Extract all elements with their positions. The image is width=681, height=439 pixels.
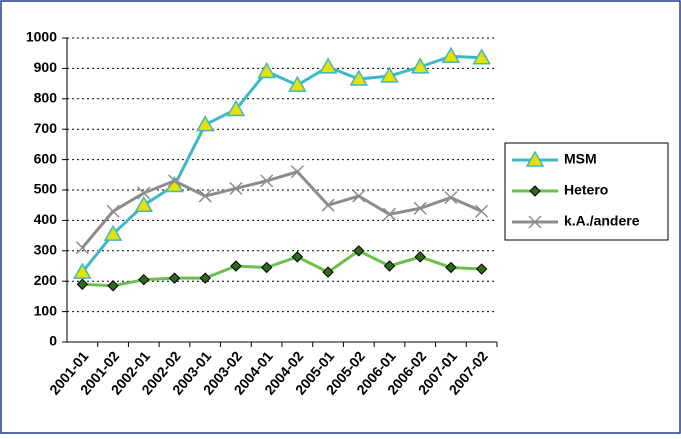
marker [260,174,274,188]
legend-label: Hetero [564,182,608,198]
marker [352,189,366,203]
marker [168,272,181,284]
marker [529,185,541,197]
marker [413,201,427,215]
marker [103,224,123,241]
y-tick-label: 600 [34,150,58,166]
marker [322,266,334,278]
marker [107,280,119,292]
y-tick-label: 500 [34,181,58,197]
marker [382,207,397,221]
marker [195,115,215,132]
marker [230,260,242,272]
marker [226,99,246,117]
marker [134,195,154,212]
marker [199,272,211,284]
y-tick-label: 100 [34,302,58,318]
marker [198,189,212,203]
marker [475,204,489,218]
marker [472,48,491,65]
marker [318,57,338,74]
marker [321,198,335,212]
y-tick-label: 800 [34,90,58,106]
marker [528,215,542,229]
marker [445,261,457,274]
series-line [81,170,483,249]
y-tick-label: 900 [34,59,58,75]
marker [291,251,304,263]
y-tick-label: 400 [34,211,58,227]
marker [288,75,307,92]
marker [349,69,369,86]
marker [229,181,243,196]
marker [353,245,365,257]
marker [137,186,151,200]
marker [380,66,399,83]
marker [414,251,426,263]
marker [73,262,92,279]
marker [475,263,488,275]
legend-label: MSM [564,151,597,167]
marker [383,260,396,272]
marker [444,191,458,205]
marker [106,204,120,218]
y-tick-label: 200 [34,272,58,288]
marker [525,150,545,167]
y-tick-label: 700 [34,120,58,136]
y-tick-label: 1000 [26,29,57,45]
marker [76,278,89,290]
marker [257,61,276,79]
marker [410,57,430,74]
y-tick-label: 300 [34,242,58,258]
legend-label: k.A./andere [564,213,640,229]
marker [260,261,273,274]
marker [138,273,150,286]
marker [75,241,89,255]
marker [290,165,304,179]
y-tick-label: 0 [49,333,57,349]
marker [441,46,461,63]
marker [167,174,182,188]
